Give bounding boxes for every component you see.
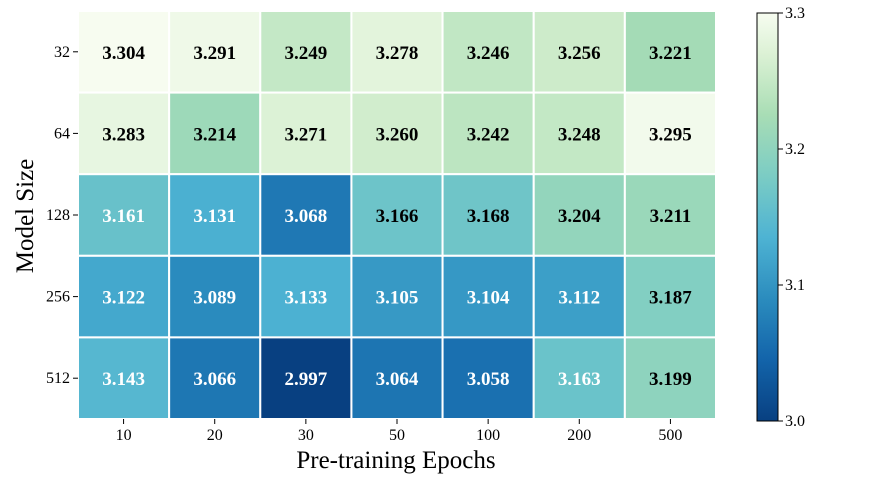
cell-value-label: 3.187 <box>649 288 692 309</box>
cell-value-label: 3.104 <box>467 288 510 309</box>
cell-value-label: 3.248 <box>558 124 601 145</box>
cell-value-label: 3.161 <box>102 206 145 227</box>
y-tick-label: 256 <box>46 289 70 306</box>
cell-value-label: 3.064 <box>376 369 419 390</box>
y-axis-title: Model Size <box>12 159 39 274</box>
heatmap-cell <box>259 336 353 420</box>
heatmap-cell <box>350 173 444 257</box>
cell-value-label: 3.278 <box>376 43 419 64</box>
heatmap-cell <box>77 10 171 94</box>
heatmap-cell <box>441 91 535 176</box>
heatmap-cell <box>441 173 535 257</box>
cell-value-label: 3.163 <box>558 369 601 390</box>
cell-value-label: 3.204 <box>558 206 601 227</box>
heatmap-cell <box>168 173 262 257</box>
x-tick-label: 20 <box>207 427 223 444</box>
cell-value-label: 3.295 <box>649 124 692 145</box>
cell-value-label: 3.089 <box>193 288 236 309</box>
heatmap-cells: 3.304 3.291 3.249 3.278 3.246 3.256 3.221 3.283… <box>77 10 717 420</box>
y-tick-label: 512 <box>46 370 70 387</box>
heatmap-cell <box>259 173 353 257</box>
x-tick-label: 200 <box>567 427 591 444</box>
colorbar-ticks: 3.0 3.1 3.2 3.3 <box>778 5 805 430</box>
heatmap-cell <box>532 254 626 339</box>
cell-value-label: 3.068 <box>284 206 327 227</box>
colorbar-tick-label: 3.2 <box>785 141 805 158</box>
colorbar-tick-label: 3.1 <box>785 277 805 294</box>
x-tick-label: 50 <box>389 427 405 444</box>
cell-value-label: 3.166 <box>376 206 419 227</box>
heatmap-cell <box>168 254 262 339</box>
y-tick-label: 32 <box>54 44 70 61</box>
x-axis: 10 20 30 50 100 200 500 <box>116 419 682 444</box>
cell-value-label: 3.242 <box>467 124 510 145</box>
cell-value-label: 3.105 <box>376 288 419 309</box>
cell-value-label: 3.066 <box>193 369 236 390</box>
cell-value-label: 3.211 <box>650 206 692 227</box>
heatmap-cell <box>532 173 626 257</box>
x-tick-label: 500 <box>658 427 682 444</box>
cell-value-label: 3.249 <box>284 43 327 64</box>
x-tick-label: 100 <box>476 427 500 444</box>
x-axis-title: Pre-training Epochs <box>296 447 495 474</box>
heatmap-cell <box>623 173 717 257</box>
cell-value-label: 2.997 <box>284 369 327 390</box>
cell-value-label: 3.283 <box>102 124 145 145</box>
cell-value-label: 3.214 <box>193 124 236 145</box>
colorbar-tick-label: 3.3 <box>785 5 805 22</box>
y-axis: 32 64 128 256 512 <box>46 44 78 387</box>
cell-value-label: 3.256 <box>558 43 601 64</box>
x-tick-label: 10 <box>116 427 132 444</box>
cell-value-label: 3.260 <box>376 124 419 145</box>
cell-value-label: 3.143 <box>102 369 145 390</box>
cell-value-label: 3.133 <box>284 288 327 309</box>
cell-value-label: 3.058 <box>467 369 510 390</box>
cell-value-label: 3.168 <box>467 206 510 227</box>
cell-value-label: 3.131 <box>193 206 236 227</box>
heatmap-cell <box>532 10 626 94</box>
cell-value-label: 3.246 <box>467 43 510 64</box>
cell-value-label: 3.221 <box>649 43 692 64</box>
y-tick-label: 64 <box>54 125 70 142</box>
heatmap-cell <box>77 254 171 339</box>
colorbar-tick-label: 3.0 <box>785 413 805 430</box>
colorbar <box>756 12 779 422</box>
cell-value-label: 3.199 <box>649 369 692 390</box>
heatmap-cell <box>77 336 171 420</box>
cell-value-label: 3.271 <box>284 124 327 145</box>
heatmap-cell <box>623 254 717 339</box>
cell-value-label: 3.122 <box>102 288 145 309</box>
cell-value-label: 3.112 <box>558 288 600 309</box>
heatmap-cell <box>623 91 717 176</box>
cell-value-label: 3.304 <box>102 43 145 64</box>
heatmap-cell <box>168 10 262 94</box>
cell-value-label: 3.291 <box>193 43 236 64</box>
heatmap-cell <box>259 91 353 176</box>
x-tick-label: 30 <box>298 427 314 444</box>
y-tick-label: 128 <box>46 207 70 224</box>
